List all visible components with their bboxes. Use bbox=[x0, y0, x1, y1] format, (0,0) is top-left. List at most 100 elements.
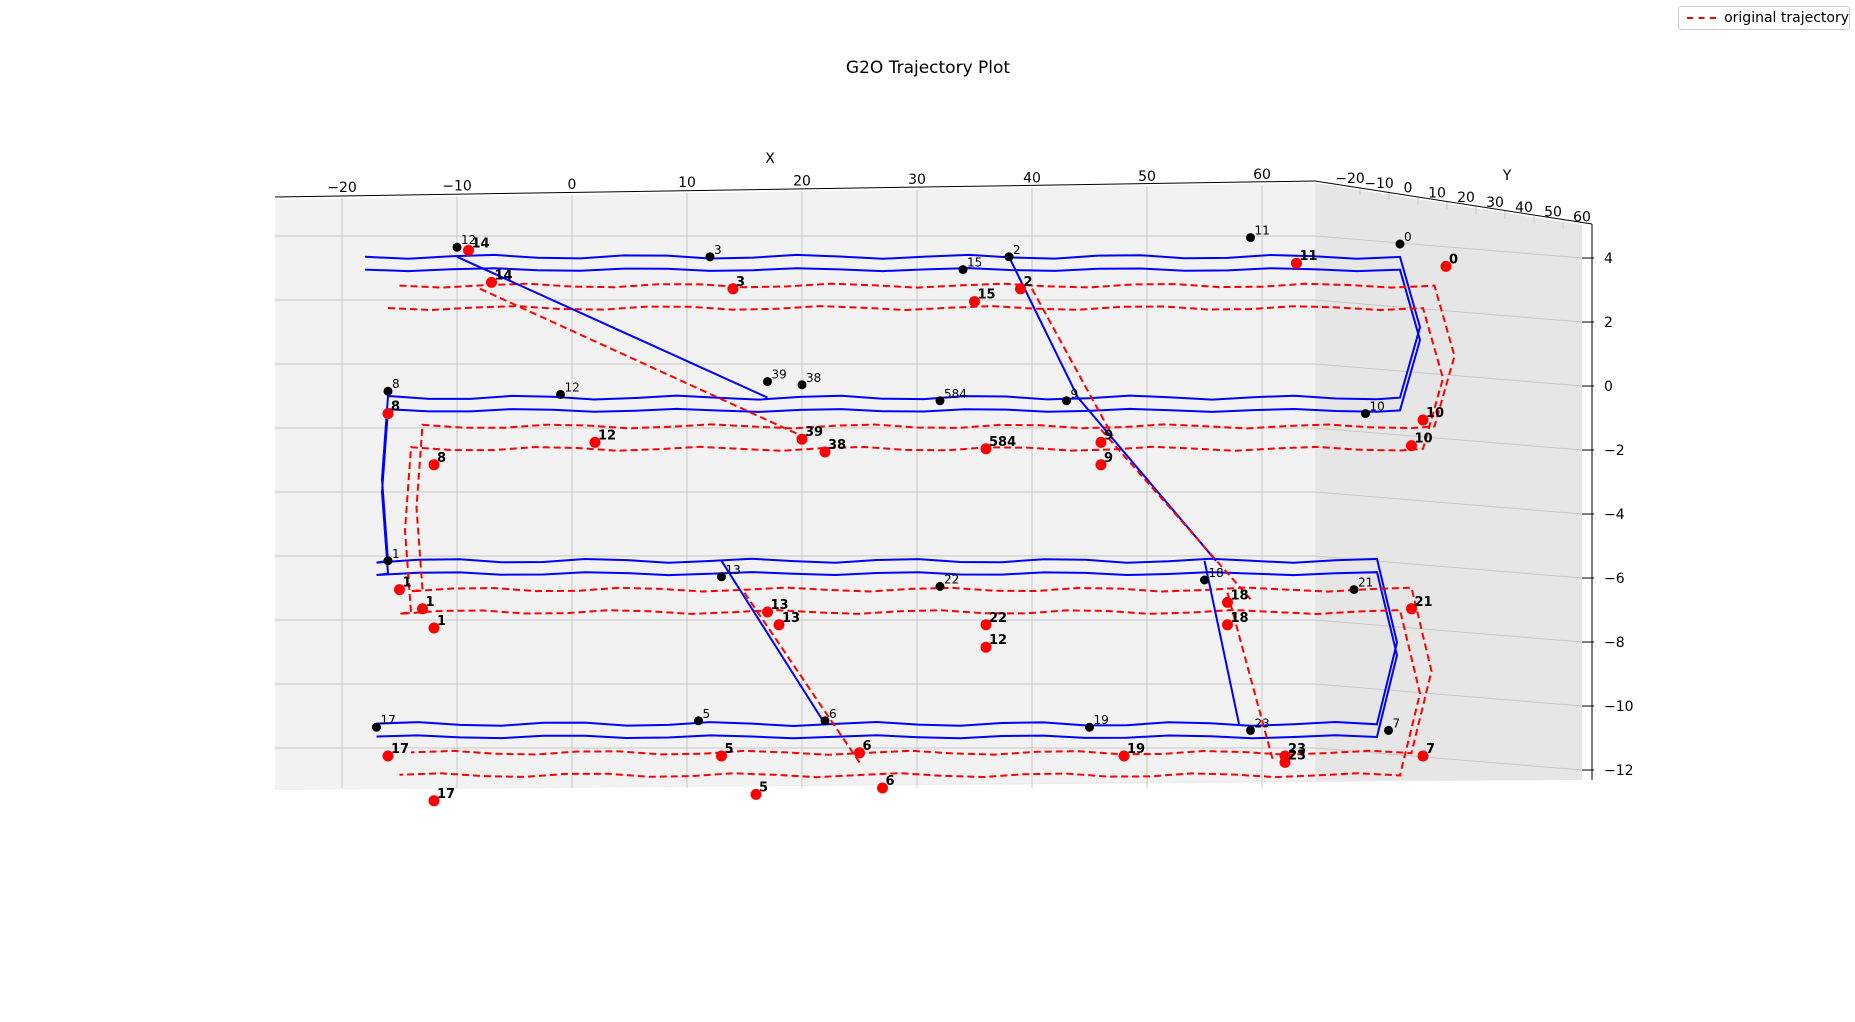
optimized-node-label: 0 bbox=[1404, 230, 1412, 244]
grid-line-z-side bbox=[1314, 491, 1583, 515]
original-node bbox=[1118, 750, 1130, 762]
original-node bbox=[382, 750, 394, 762]
original-node bbox=[773, 619, 785, 631]
optimized-node bbox=[694, 716, 703, 726]
original-trajectory-line bbox=[743, 592, 861, 763]
optimized-node bbox=[1062, 396, 1071, 406]
x-axis-label: X bbox=[765, 151, 775, 167]
optimized-node-label: 1 bbox=[392, 547, 400, 561]
original-node bbox=[463, 244, 474, 256]
original-node bbox=[1279, 756, 1291, 768]
original-node bbox=[1095, 459, 1107, 471]
original-node bbox=[394, 584, 405, 596]
optimized-node-label: 22 bbox=[944, 572, 959, 586]
original-node-label: 23 bbox=[1288, 748, 1306, 763]
grid-line-z-side bbox=[1314, 747, 1583, 771]
optimized-node bbox=[705, 252, 715, 262]
original-node bbox=[1406, 440, 1417, 452]
z-tick-label: 0 bbox=[1604, 379, 1613, 395]
x-tick-label: 30 bbox=[908, 172, 926, 188]
original-node bbox=[727, 283, 739, 295]
original-node-label: 12 bbox=[598, 428, 616, 443]
original-node-label: 1 bbox=[437, 614, 446, 629]
optimized-node bbox=[935, 581, 945, 591]
original-node bbox=[796, 433, 808, 445]
original-node-label: 10 bbox=[1415, 432, 1433, 447]
optimized-node-label: 39 bbox=[772, 368, 787, 382]
original-node bbox=[1291, 257, 1302, 269]
optimized-node bbox=[1200, 575, 1209, 585]
original-node bbox=[980, 619, 992, 631]
original-node bbox=[1406, 603, 1417, 615]
original-node-label: 17 bbox=[391, 742, 409, 757]
optimized-trajectory-line bbox=[456, 255, 768, 399]
optimized-node-label: 38 bbox=[806, 371, 821, 385]
optimized-trajectory-line bbox=[1203, 560, 1240, 725]
original-node-label: 8 bbox=[391, 400, 400, 415]
z-tick-label: −8 bbox=[1604, 635, 1625, 651]
original-node bbox=[1222, 596, 1233, 608]
optimized-trajectory-line bbox=[364, 267, 1422, 740]
x-tick-label: 20 bbox=[793, 174, 811, 190]
optimized-node-label: 12 bbox=[461, 233, 476, 247]
original-node-label: 13 bbox=[782, 611, 800, 626]
optimized-node-label: 3 bbox=[714, 243, 722, 257]
y-tick-label: −10 bbox=[1364, 176, 1394, 192]
original-node-label: 13 bbox=[771, 598, 789, 613]
z-tick-label: 2 bbox=[1604, 315, 1613, 331]
original-node-label: 5 bbox=[725, 742, 734, 757]
optimized-node-label: 15 bbox=[967, 256, 982, 270]
y-tick-label: 40 bbox=[1515, 200, 1533, 216]
optimized-node-label: 5 bbox=[703, 707, 711, 721]
optimized-node bbox=[958, 265, 968, 275]
optimized-node-label: 12 bbox=[565, 380, 580, 394]
grid-line-z-side bbox=[1314, 363, 1583, 387]
original-node bbox=[1222, 619, 1233, 631]
grid-line-z-side bbox=[1314, 619, 1583, 643]
axes-panes bbox=[275, 183, 1582, 790]
z-tick-label: −2 bbox=[1604, 443, 1625, 459]
original-node-label: 5 bbox=[759, 780, 768, 795]
original-node-label: 19 bbox=[1127, 742, 1145, 757]
original-node bbox=[428, 622, 440, 634]
optimized-node-label: 23 bbox=[1255, 716, 1270, 730]
original-node bbox=[428, 459, 440, 471]
optimized-node bbox=[1349, 585, 1359, 595]
original-node-label: 14 bbox=[472, 236, 490, 251]
optimized-node bbox=[797, 380, 807, 390]
z-tick-label: −12 bbox=[1604, 763, 1634, 779]
original-node bbox=[589, 436, 601, 448]
original-node-label: 0 bbox=[1449, 252, 1458, 267]
optimized-node-label: 17 bbox=[381, 713, 396, 727]
original-node bbox=[486, 276, 497, 288]
original-node-label: 38 bbox=[828, 438, 846, 453]
original-node-label: 18 bbox=[1231, 611, 1249, 626]
x-tick-label: 60 bbox=[1253, 167, 1271, 183]
original-trajectory-line bbox=[1031, 288, 1114, 437]
optimized-node bbox=[820, 716, 830, 726]
optimized-node-label: 9 bbox=[1071, 387, 1079, 401]
grid-line-z-side bbox=[1314, 683, 1583, 707]
grid-line-z-side bbox=[1314, 299, 1583, 323]
optimized-node-label: 18 bbox=[1209, 566, 1224, 580]
optimized-node bbox=[1004, 252, 1014, 262]
original-trajectory-line bbox=[1226, 592, 1275, 763]
z-tick-label: 4 bbox=[1604, 251, 1613, 267]
z-tick-label: −10 bbox=[1604, 699, 1634, 715]
original-node bbox=[854, 747, 865, 759]
trajectories bbox=[364, 253, 1456, 779]
optimized-node bbox=[372, 722, 381, 732]
optimized-node-label: 7 bbox=[1393, 716, 1401, 730]
x-tick-label: 10 bbox=[678, 175, 696, 191]
original-node bbox=[417, 603, 428, 615]
grid-line-z-side bbox=[1314, 427, 1583, 451]
x-tick-label: −10 bbox=[442, 178, 472, 194]
original-node bbox=[716, 750, 727, 762]
original-node-label: 6 bbox=[886, 774, 895, 789]
original-node-label: 8 bbox=[437, 451, 446, 466]
optimized-node-label: 19 bbox=[1094, 713, 1109, 727]
y-axis-line bbox=[1314, 180, 1593, 225]
optimized-node-label: 2 bbox=[1013, 243, 1021, 257]
original-node bbox=[1417, 414, 1429, 426]
original-node-label: 10 bbox=[1426, 406, 1444, 421]
